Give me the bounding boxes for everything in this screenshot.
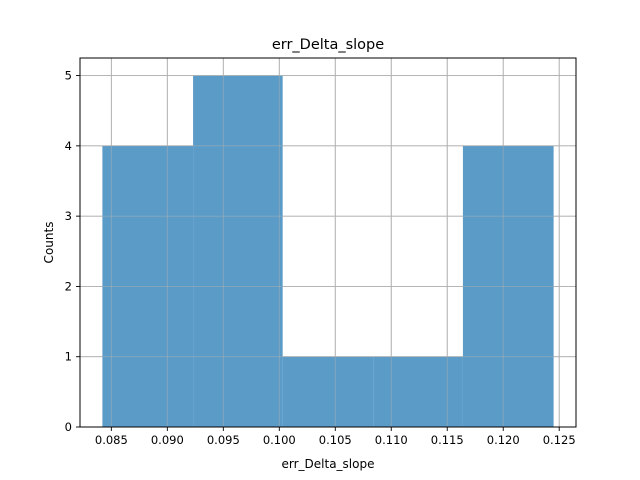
histogram-bars (102, 75, 554, 428)
y-tick-label: 2 (65, 279, 72, 293)
x-tick-label: 0.085 (95, 433, 128, 447)
x-tick-label: 0.125 (543, 433, 576, 447)
x-axis-label: err_Delta_slope (282, 457, 375, 471)
y-tick-label: 4 (65, 139, 72, 153)
x-tick-label: 0.100 (263, 433, 296, 447)
x-tick-label: 0.110 (375, 433, 408, 447)
y-tick-label: 5 (65, 69, 72, 83)
plot-frame (79, 57, 577, 428)
y-tick-label: 0 (65, 420, 72, 434)
y-tick-label: 1 (65, 350, 72, 364)
x-tick-label: 0.105 (319, 433, 352, 447)
histogram-bar (193, 75, 283, 428)
x-axis-ticks: 0.085 0.090 0.095 0.100 0.105 0.110 0.115 0.120… (95, 427, 576, 447)
y-axis-label: Counts (42, 222, 56, 264)
x-tick-label: 0.090 (151, 433, 184, 447)
y-tick-label: 3 (65, 209, 72, 223)
histogram-bar (373, 356, 463, 427)
x-tick-label: 0.115 (431, 433, 464, 447)
chart-title: err_Delta_slope (272, 37, 384, 53)
y-axis-ticks: 0 1 2 3 4 5 (65, 69, 80, 434)
histogram-bar (282, 356, 374, 427)
x-tick-label: 0.095 (207, 433, 240, 447)
x-tick-label: 0.120 (487, 433, 520, 447)
